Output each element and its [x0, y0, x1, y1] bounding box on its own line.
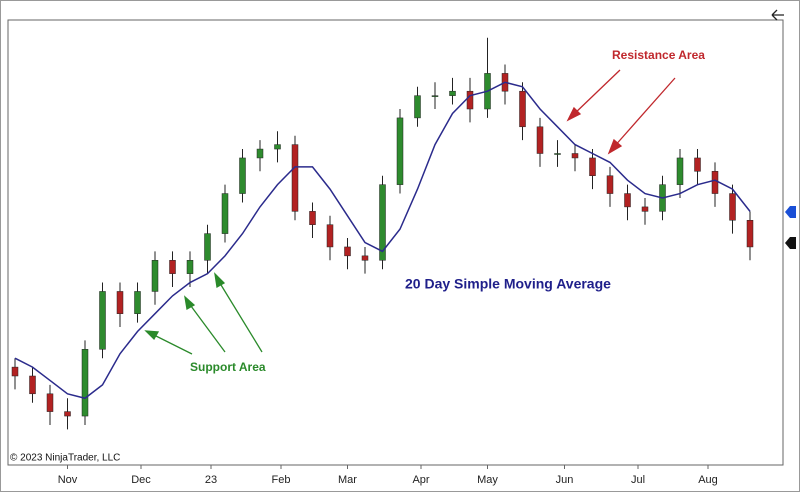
candle-body: [64, 411, 71, 417]
plot-area: [7, 19, 784, 466]
candle-body: [536, 126, 544, 154]
candle-body: [361, 255, 369, 261]
candle-body: [169, 260, 176, 274]
candle-body: [344, 246, 351, 257]
x-tick-label: Apr: [412, 474, 429, 486]
candle-body: [694, 157, 701, 172]
candle-body: [326, 224, 334, 248]
candle-body: [46, 393, 54, 412]
moving-average: [14, 81, 751, 400]
candle-body: [676, 157, 684, 185]
x-tick-label: Dec: [131, 474, 151, 486]
candle-body: [746, 220, 754, 248]
candle-body: [309, 211, 316, 225]
candle-body: [204, 233, 211, 261]
price-marker: [785, 237, 796, 249]
candle-body: [624, 193, 631, 208]
x-tick-label: Nov: [58, 474, 78, 486]
candle-body: [291, 144, 299, 212]
candle-body: [134, 291, 141, 314]
candle-body: [431, 95, 439, 97]
candle-body: [606, 175, 614, 194]
candle-body: [571, 153, 579, 159]
candle-body: [99, 291, 106, 350]
resistance-arrows: [566, 69, 676, 155]
candle-body: [116, 291, 124, 314]
candle-body: [449, 90, 456, 96]
candle-body: [414, 95, 421, 119]
candle-body: [729, 193, 736, 221]
candle-body: [81, 349, 89, 417]
candle-body: [641, 206, 649, 212]
back-icon[interactable]: [771, 9, 784, 21]
candle-body: [274, 144, 281, 150]
candle-body: [11, 366, 19, 377]
x-tick-label: May: [477, 474, 498, 486]
candle-body: [396, 117, 404, 185]
x-tick-label: Mar: [338, 474, 357, 486]
candle-body: [151, 260, 159, 292]
candle-body: [186, 260, 194, 274]
candle-body: [589, 157, 596, 176]
candle-body: [711, 171, 719, 194]
x-tick-label: 23: [205, 474, 217, 486]
annotation: 20 Day Simple Moving Average: [405, 276, 611, 292]
price-marker: [785, 206, 796, 218]
candle-body: [519, 90, 526, 128]
candle-body: [239, 157, 246, 194]
candle-body: [379, 184, 386, 261]
candle-body: [29, 375, 36, 395]
candle-body: [221, 193, 229, 234]
candle-body: [466, 90, 474, 110]
x-tick-label: Feb: [272, 474, 291, 486]
candle-body: [256, 148, 264, 159]
support-arrows: [144, 272, 263, 355]
copyright: © 2023 NinjaTrader, LLC: [10, 453, 120, 464]
candle-body: [554, 153, 561, 155]
x-tick-label: Aug: [698, 474, 718, 486]
x-tick-label: Jul: [631, 474, 645, 486]
annotation: Support Area: [190, 360, 266, 374]
x-tick-label: Jun: [556, 474, 574, 486]
annotation: Resistance Area: [612, 48, 705, 62]
